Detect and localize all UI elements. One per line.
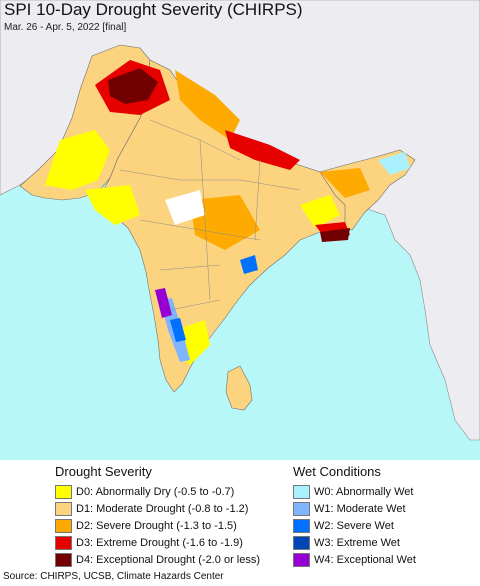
source-credit: Source: CHIRPS, UCSB, Climate Hazards Ce… [3, 571, 224, 582]
legend-swatch-w0 [293, 484, 310, 499]
legend-item-d2: D2: Severe Drought (-1.3 to -1.5) [55, 517, 260, 534]
wet-legend: Wet Conditions W0: Abnormally Wet W1: Mo… [293, 464, 416, 568]
sri-lanka-region [225, 365, 253, 411]
legend-swatch-w4 [293, 552, 310, 567]
legend-item-d3: D3: Extreme Drought (-1.6 to -1.9) [55, 534, 260, 551]
legend-label-w0: W0: Abnormally Wet [314, 485, 414, 498]
w2-patch-east-dot [240, 255, 258, 274]
drought-legend: Drought Severity D0: Abnormally Dry (-0.… [55, 464, 260, 568]
legend-swatch-d2 [55, 518, 72, 533]
legend-item-w2: W2: Severe Wet [293, 517, 416, 534]
d4-patch-north [108, 68, 158, 104]
d0-patch-east [300, 195, 340, 228]
legend-item-d4: D4: Exceptional Drought (-2.0 or less) [55, 551, 260, 568]
legend-label-d1: D1: Moderate Drought (-0.8 to -1.2) [76, 502, 249, 515]
legend-label-w4: W4: Exceptional Wet [314, 553, 416, 566]
w2-patch-coast [170, 318, 186, 342]
state-boundaries [119, 119, 301, 311]
legend-item-w0: W0: Abnormally Wet [293, 483, 416, 500]
legend-item-w1: W1: Moderate Wet [293, 500, 416, 517]
legend-panel: Drought Severity D0: Abnormally Dry (-0.… [0, 460, 480, 570]
legend-item-d0: D0: Abnormally Dry (-0.5 to -0.7) [55, 483, 260, 500]
legend-item-w3: W3: Extreme Wet [293, 534, 416, 551]
legend-label-d0: D0: Abnormally Dry (-0.5 to -0.7) [76, 485, 235, 498]
legend-label-w2: W2: Severe Wet [314, 519, 394, 532]
legend-item-d1: D1: Moderate Drought (-0.8 to -1.2) [55, 500, 260, 517]
legend-item-w4: W4: Exceptional Wet [293, 551, 416, 568]
legend-swatch-w3 [293, 535, 310, 550]
legend-label-d3: D3: Extreme Drought (-1.6 to -1.9) [76, 536, 243, 549]
d4-patch-bengal [320, 228, 350, 242]
w4-patch-coast [155, 288, 172, 318]
w0-patch-east [378, 152, 410, 175]
drought-legend-heading: Drought Severity [55, 464, 152, 479]
w0-patch-central [165, 190, 205, 225]
legend-label-d2: D2: Severe Drought (-1.3 to -1.5) [76, 519, 237, 532]
d0-patch-west [45, 130, 110, 190]
d2-patch-north [175, 70, 240, 140]
legend-label-w1: W1: Moderate Wet [314, 502, 406, 515]
legend-label-d4: D4: Exceptional Drought (-2.0 or less) [76, 553, 261, 566]
legend-swatch-d0 [55, 484, 72, 499]
d3-patch-himalaya [225, 130, 300, 170]
d2-patch-central [190, 195, 260, 250]
legend-swatch-w1 [293, 501, 310, 516]
legend-swatch-w2 [293, 518, 310, 533]
date-range-subtitle: Mar. 26 - Apr. 5, 2022 [final] [4, 22, 127, 33]
legend-swatch-d3 [55, 535, 72, 550]
d0-patch-gujarat [85, 185, 140, 225]
d2-patch-ne [320, 168, 370, 198]
map-panel [0, 0, 480, 460]
south-asia-map [0, 0, 480, 460]
page-title: SPI 10-Day Drought Severity (CHIRPS) [4, 0, 303, 19]
legend-label-w3: W3: Extreme Wet [314, 536, 400, 549]
legend-swatch-d1 [55, 501, 72, 516]
legend-swatch-d4 [55, 552, 72, 567]
wet-legend-heading: Wet Conditions [293, 464, 381, 479]
